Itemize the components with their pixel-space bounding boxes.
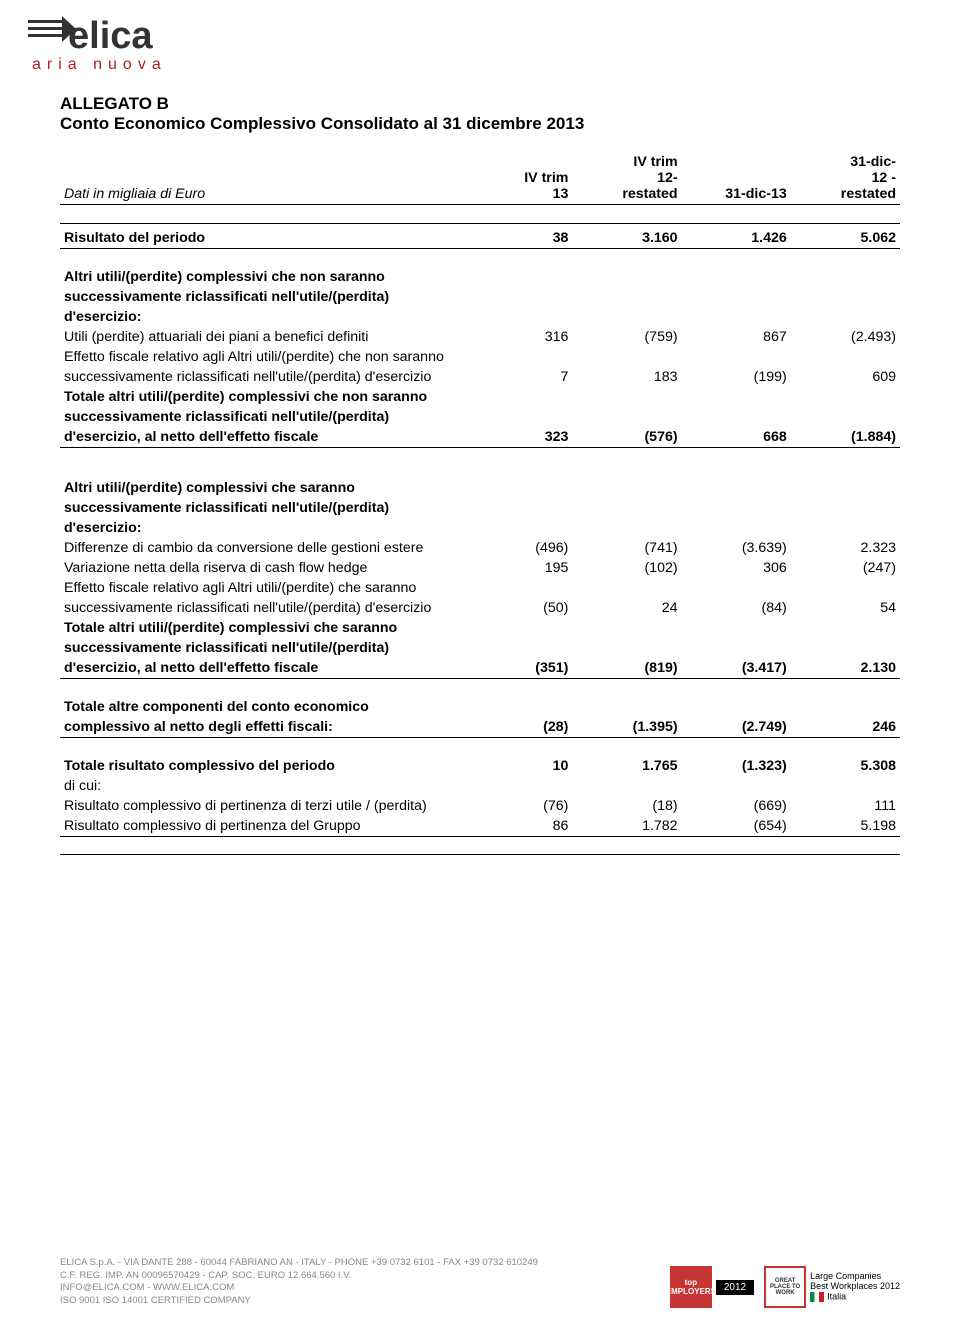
income-statement-table: Dati in migliaia di Euro IV trim13 IV tr… [60,152,900,859]
row-utili-attuariali: Utili (perdite) attuariali dei piani a b… [60,327,900,347]
col-1: IV trim13 [463,152,572,205]
row-effetto-saranno: successivamente riclassificati nell'util… [60,598,900,618]
col-3: 31-dic-13 [682,152,791,205]
row-risultato-terzi: Risultato complessivo di pertinenza di t… [60,796,900,816]
row-totale-risultato: Totale risultato complessivo del periodo… [60,756,900,776]
row-totale-saranno: d'esercizio, al netto dell'effetto fisca… [60,658,900,679]
row-effetto-non-saranno: successivamente riclassificati nell'util… [60,367,900,387]
italy-flag-icon [810,1292,824,1302]
footer-company-info: ELICA S.p.A. - VIA DANTE 288 - 60044 FAB… [60,1257,538,1308]
document-subtitle: Conto Economico Complessivo Consolidato … [60,114,900,134]
allegato-heading: ALLEGATO B [60,94,900,114]
row-variazione-netta: Variazione netta della riserva di cash f… [60,558,900,578]
brand-tagline: aria nuova [32,56,228,74]
group2-heading: Altri utili/(perdite) complessivi che sa… [60,478,463,498]
footer-badges: top EMPLOYERS 2012 GREAT PLACE TO WORK L… [670,1266,900,1308]
row-risultato-periodo: Risultato del periodo 38 3.160 1.426 5.0… [60,228,900,249]
brand-logo: elica aria nuova [28,12,228,74]
row-totale-altre-componenti: complessivo al netto degli effetti fisca… [60,717,900,738]
row-totale-non-saranno: d'esercizio, al netto dell'effetto fisca… [60,427,900,448]
group1-heading: Altri utili/(perdite) complessivi che no… [60,267,463,287]
col-4: 31-dic-12 -restated [791,152,900,205]
header-dati: Dati in migliaia di Euro [60,152,463,205]
svg-text:elica: elica [68,15,153,57]
badge-top-employers: top EMPLOYERS 2012 [670,1266,754,1308]
elica-logo-svg: elica [28,12,188,58]
badge-gptw: GREAT PLACE TO WORK Large Companies Best… [764,1266,900,1308]
row-risultato-gruppo: Risultato complessivo di pertinenza del … [60,816,900,837]
page-footer: ELICA S.p.A. - VIA DANTE 288 - 60044 FAB… [60,1257,900,1308]
col-2: IV trim12-restated [572,152,681,205]
document-body: ALLEGATO B Conto Economico Complessivo C… [60,94,900,859]
row-diff-cambio: Differenze di cambio da conversione dell… [60,538,900,558]
di-cui-label: di cui: [60,776,463,796]
